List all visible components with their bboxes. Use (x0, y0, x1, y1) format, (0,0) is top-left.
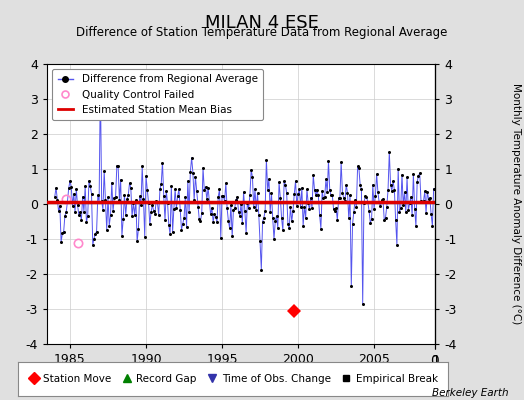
Legend: Difference from Regional Average, Quality Control Failed, Estimated Station Mean: Difference from Regional Average, Qualit… (52, 69, 263, 120)
Text: Berkeley Earth: Berkeley Earth (432, 388, 508, 398)
Text: Difference of Station Temperature Data from Regional Average: Difference of Station Temperature Data f… (77, 26, 447, 39)
Legend: Station Move, Record Gap, Time of Obs. Change, Empirical Break: Station Move, Record Gap, Time of Obs. C… (24, 370, 442, 388)
Text: Monthly Temperature Anomaly Difference (°C): Monthly Temperature Anomaly Difference (… (511, 83, 521, 325)
Text: MILAN 4 ESE: MILAN 4 ESE (205, 14, 319, 32)
